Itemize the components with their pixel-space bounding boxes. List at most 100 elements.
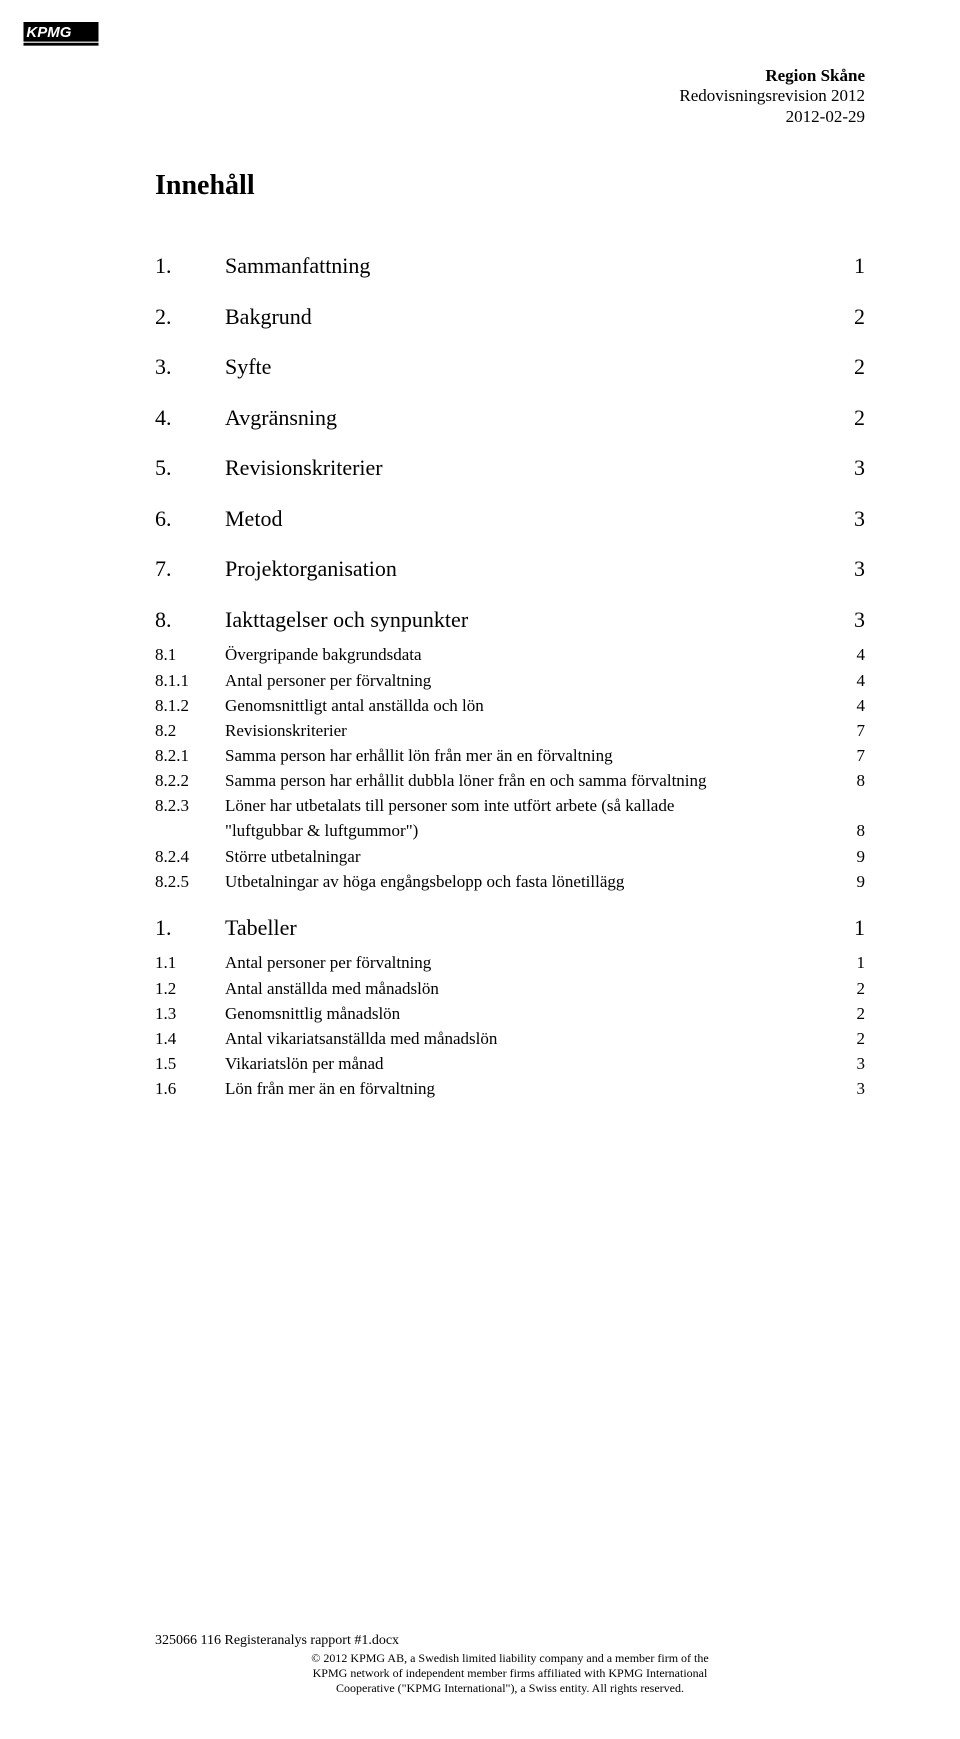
toc-entry: 8.2.4Större utbetalningar9 bbox=[155, 844, 865, 869]
toc-number: 8.1.2 bbox=[155, 693, 225, 718]
toc-page: 7 bbox=[847, 743, 866, 768]
kpmg-logo: KPMG bbox=[22, 22, 100, 57]
toc-number: 8.2 bbox=[155, 718, 225, 743]
toc-left: 5.Revisionskriterier bbox=[155, 452, 383, 485]
toc-number: 4. bbox=[155, 402, 225, 435]
toc-entry: 7.Projektorganisation 3 bbox=[155, 553, 865, 586]
toc-text: Övergripande bakgrundsdata bbox=[225, 642, 422, 667]
toc-left: 1.4Antal vikariatsanställda med månadslö… bbox=[155, 1026, 497, 1051]
toc-number: 7. bbox=[155, 553, 225, 586]
toc-entry: 1.5Vikariatslön per månad 3 bbox=[155, 1051, 865, 1076]
toc-text: Antal personer per förvaltning bbox=[225, 668, 431, 693]
toc-number: 8.2.2 bbox=[155, 768, 225, 793]
toc-text: Större utbetalningar bbox=[225, 844, 361, 869]
toc-number: 1.3 bbox=[155, 1001, 225, 1026]
toc-page: 2 bbox=[847, 1001, 866, 1026]
toc-entry: 2.Bakgrund 2 bbox=[155, 301, 865, 334]
toc-text: "luftgubbar & luftgummor") bbox=[225, 818, 418, 843]
toc-entry-continuation: "luftgubbar & luftgummor") 8 bbox=[155, 818, 865, 843]
toc-left: 6.Metod bbox=[155, 503, 282, 536]
toc-left: 1.1Antal personer per förvaltning bbox=[155, 950, 431, 975]
toc-number: 8.2.3 bbox=[155, 793, 225, 818]
toc-left: "luftgubbar & luftgummor") bbox=[155, 818, 418, 843]
toc-page: 9 bbox=[847, 869, 866, 894]
toc-page: 3 bbox=[844, 604, 865, 637]
toc-entry: 1.4Antal vikariatsanställda med månadslö… bbox=[155, 1026, 865, 1051]
toc-text: Lön från mer än en förvaltning bbox=[225, 1076, 435, 1101]
toc-text: Bakgrund bbox=[225, 301, 312, 334]
toc-left: 1.5Vikariatslön per månad bbox=[155, 1051, 384, 1076]
toc-entry: 1.6Lön från mer än en förvaltning3 bbox=[155, 1076, 865, 1101]
header-date: 2012-02-29 bbox=[679, 107, 865, 127]
toc-number: 8.2.1 bbox=[155, 743, 225, 768]
toc-left: 2.Bakgrund bbox=[155, 301, 312, 334]
toc-page: 3 bbox=[844, 452, 865, 485]
toc-left: 8.1.2Genomsnittligt antal anställda och … bbox=[155, 693, 484, 718]
toc-entry: 8.2Revisionskriterier 7 bbox=[155, 718, 865, 743]
toc-left: 3.Syfte bbox=[155, 351, 271, 384]
toc-entry: 8.2.2Samma person har erhållit dubbla lö… bbox=[155, 768, 865, 793]
toc-page: 2 bbox=[847, 976, 866, 1001]
toc-text: Löner har utbetalats till personer som i… bbox=[225, 793, 674, 818]
toc-page: 2 bbox=[844, 351, 865, 384]
toc-container: 1.Sammanfattning12.Bakgrund23.Syfte24.Av… bbox=[155, 250, 865, 1101]
toc-page: 2 bbox=[847, 1026, 866, 1051]
toc-page: 2 bbox=[844, 301, 865, 334]
toc-text: Genomsnittligt antal anställda och lön bbox=[225, 693, 484, 718]
toc-text: Vikariatslön per månad bbox=[225, 1051, 384, 1076]
toc-number: 1. bbox=[155, 250, 225, 283]
toc-page: 3 bbox=[844, 503, 865, 536]
toc-entry: 4.Avgränsning2 bbox=[155, 402, 865, 435]
toc-text: Antal personer per förvaltning bbox=[225, 950, 431, 975]
toc-left: 8.1Övergripande bakgrundsdata bbox=[155, 642, 422, 667]
toc-text: Samma person har erhållit dubbla löner f… bbox=[225, 768, 707, 793]
toc-text: Utbetalningar av höga engångsbelopp och … bbox=[225, 869, 624, 894]
toc-text: Antal anställda med månadslön bbox=[225, 976, 439, 1001]
toc-entry: 8.Iakttagelser och synpunkter 3 bbox=[155, 604, 865, 637]
svg-text:KPMG: KPMG bbox=[26, 24, 71, 41]
toc-page: 4 bbox=[847, 642, 866, 667]
toc-text: Revisionskriterier bbox=[225, 452, 383, 485]
toc-page: 8 bbox=[847, 768, 866, 793]
toc-entry: 1.Tabeller 1 bbox=[155, 912, 865, 945]
toc-number: 1. bbox=[155, 912, 225, 945]
toc-text: Syfte bbox=[225, 351, 271, 384]
toc-page: 1 bbox=[844, 912, 865, 945]
toc-page: 7 bbox=[847, 718, 866, 743]
toc-page: 3 bbox=[847, 1051, 866, 1076]
toc-entry: 8.1.1Antal personer per förvaltning4 bbox=[155, 668, 865, 693]
footer: 325066 116 Registeranalys rapport #1.doc… bbox=[155, 1632, 865, 1697]
header-org: Region Skåne bbox=[679, 66, 865, 86]
toc-text: Iakttagelser och synpunkter bbox=[225, 604, 468, 637]
toc-entry: 1.3Genomsnittlig månadslön 2 bbox=[155, 1001, 865, 1026]
toc-text: Genomsnittlig månadslön bbox=[225, 1001, 400, 1026]
toc-page: 1 bbox=[844, 250, 865, 283]
toc-page: 2 bbox=[844, 402, 865, 435]
toc-page: 8 bbox=[847, 818, 866, 843]
toc-entry: 8.2.1Samma person har erhållit lön från … bbox=[155, 743, 865, 768]
toc-entry: 3.Syfte 2 bbox=[155, 351, 865, 384]
footer-copyright-1: © 2012 KPMG AB, a Swedish limited liabil… bbox=[155, 1651, 865, 1666]
toc-text: Antal vikariatsanställda med månadslön bbox=[225, 1026, 497, 1051]
toc-entry: 1.Sammanfattning1 bbox=[155, 250, 865, 283]
footer-docname: 325066 116 Registeranalys rapport #1.doc… bbox=[155, 1632, 865, 1650]
toc-left: 7.Projektorganisation bbox=[155, 553, 397, 586]
toc-number: 1.5 bbox=[155, 1051, 225, 1076]
toc-left: 1.6Lön från mer än en förvaltning bbox=[155, 1076, 435, 1101]
toc-text: Revisionskriterier bbox=[225, 718, 347, 743]
toc-entry: 8.1.2Genomsnittligt antal anställda och … bbox=[155, 693, 865, 718]
toc-number: 8. bbox=[155, 604, 225, 637]
toc-number-blank bbox=[155, 818, 225, 843]
toc-page: 3 bbox=[844, 553, 865, 586]
header-meta: Region Skåne Redovisningsrevision 2012 2… bbox=[679, 66, 865, 127]
toc-entry: 6.Metod 3 bbox=[155, 503, 865, 536]
footer-copyright-3: Cooperative ("KPMG International"), a Sw… bbox=[155, 1681, 865, 1696]
toc-page: 4 bbox=[847, 668, 866, 693]
toc-left: 1.Tabeller bbox=[155, 912, 297, 945]
toc-number: 8.2.5 bbox=[155, 869, 225, 894]
toc-entry: 1.1Antal personer per förvaltning 1 bbox=[155, 950, 865, 975]
toc-entry: 8.2.3Löner har utbetalats till personer … bbox=[155, 793, 865, 818]
toc-page: 1 bbox=[847, 950, 866, 975]
toc-number: 8.1 bbox=[155, 642, 225, 667]
footer-copyright-2: KPMG network of independent member firms… bbox=[155, 1666, 865, 1681]
